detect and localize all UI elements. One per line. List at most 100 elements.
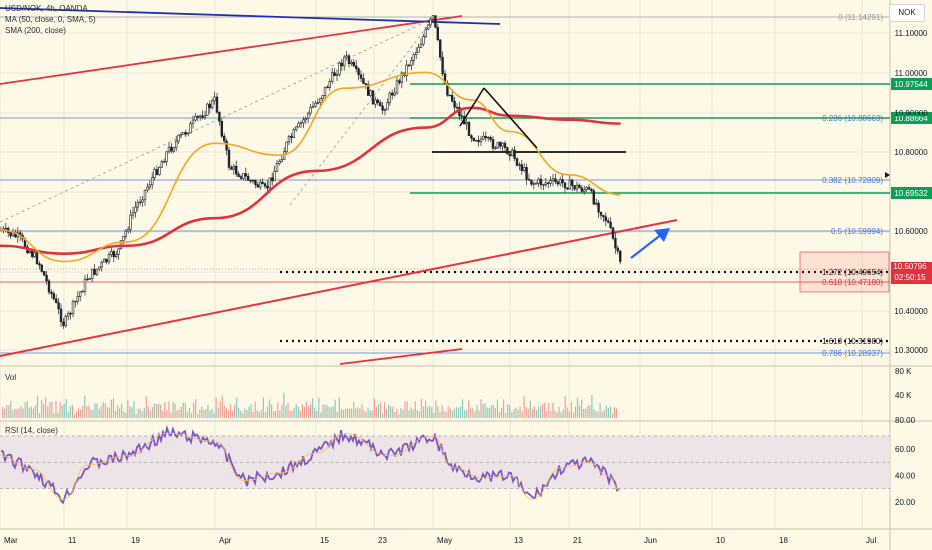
candle-body (419, 43, 423, 48)
candle-body (594, 202, 598, 205)
volume-bar (603, 409, 605, 418)
level-tag-bg (891, 187, 932, 199)
rsi-tick-label: 80.00 (895, 416, 916, 425)
price-tick-label: 11.10000 (895, 29, 928, 38)
candle-body (407, 64, 411, 67)
candle-body (38, 263, 41, 266)
volume-bar (125, 413, 127, 418)
volume-bar (178, 409, 180, 418)
volume-bar (326, 405, 328, 418)
legend-symbol[interactable]: USD/NOK, 4h, OANDA (5, 4, 88, 13)
time-tick-label: Jun (644, 536, 657, 545)
candle-body (575, 184, 579, 190)
volume-bar (396, 408, 398, 418)
volume-bar (268, 399, 271, 418)
volume-bars (2, 392, 618, 418)
candle-body (42, 271, 46, 276)
volume-bar (123, 411, 125, 418)
volume-bar (201, 406, 203, 418)
volume-bar (494, 408, 496, 418)
candle-body (163, 161, 166, 163)
volume-bar (195, 399, 197, 418)
price-axis[interactable]: 11.10000 11.00000 10.90000 10.80000 10.60000… (891, 29, 932, 507)
volume-bar (605, 405, 607, 418)
volume-bar (400, 408, 402, 418)
volume-bar (439, 412, 441, 418)
candle-body (146, 186, 149, 191)
pattern-line (459, 87, 485, 127)
volume-bar (229, 404, 232, 418)
time-axis[interactable]: Mar 11 19 Apr 15 23 May 13 21 Jun 10 18 Jul (4, 536, 876, 545)
volume-bar (344, 408, 347, 418)
fib-label: 0 (11.14291) (838, 13, 883, 22)
candle-body (81, 290, 84, 293)
candle-body (98, 266, 101, 270)
candle-body (62, 321, 65, 326)
candle-body (184, 132, 187, 135)
volume-bar (100, 406, 102, 418)
volume-bar (264, 412, 267, 418)
candle-body (306, 112, 310, 119)
time-tick-label: 23 (378, 536, 387, 545)
volume-bar (558, 406, 560, 418)
volume-bar (32, 408, 34, 418)
candle-body (525, 167, 528, 180)
candle-body (206, 103, 209, 116)
volume-bar (566, 407, 568, 418)
volume-bar (199, 409, 201, 418)
volume-bar (262, 397, 264, 418)
legend-ma50[interactable]: MA (50, close, 0, SMA, 5) (5, 15, 96, 24)
rsi-title[interactable]: RSI (14, close) (5, 426, 58, 435)
volume-bar (293, 407, 295, 418)
volume-bar (388, 404, 390, 418)
candle-body (532, 183, 536, 185)
volume-bar (10, 400, 12, 418)
volume-bar (297, 406, 299, 418)
channel-upper (0, 15, 463, 85)
volume-bar (129, 406, 131, 418)
volume-bar (318, 397, 320, 418)
candle-body (477, 140, 480, 143)
volume-bar (121, 403, 123, 418)
volume-bar (332, 406, 334, 418)
candle-body (110, 251, 113, 255)
volume-bar (359, 408, 361, 418)
volume-bar (431, 407, 433, 418)
volume-bar (248, 406, 250, 418)
candle-body (395, 80, 399, 94)
volume-bar (231, 411, 234, 418)
candle-body (369, 90, 372, 96)
volume-bar (102, 402, 104, 418)
volume-bar (353, 401, 355, 418)
volume-bar (455, 406, 457, 418)
volume-bar (12, 410, 14, 418)
horizontal-levels[interactable]: 0 (11.14291)0.236 (10.88663)0.382 (10.72… (0, 13, 932, 358)
volume-bar (466, 409, 468, 418)
candle-body (194, 116, 197, 121)
candle-body (530, 179, 533, 185)
fib-label: 1.618 (10.31980) (822, 337, 883, 346)
volume-bar (615, 408, 618, 418)
ascending-channel[interactable] (0, 7, 678, 365)
volume-bar (336, 411, 338, 418)
time-tick-label: 11 (68, 536, 77, 545)
currency-button[interactable]: NOK (889, 4, 925, 22)
candle-body (117, 248, 120, 255)
volume-bar (377, 404, 379, 418)
candle-body (244, 173, 247, 177)
volume-bar (53, 412, 55, 418)
candle-body (242, 173, 245, 179)
volume-bar (328, 406, 330, 418)
candle-body (107, 254, 111, 263)
volume-bar (277, 402, 279, 418)
candle-body (436, 26, 439, 41)
candle-body (359, 74, 363, 79)
volume-title[interactable]: Vol (5, 373, 17, 382)
candle-body (235, 165, 238, 175)
candle-body (450, 94, 454, 102)
price-tick-label: 11.00000 (895, 69, 928, 78)
volume-bar (570, 401, 572, 418)
legend-sma200[interactable]: SMA (200, close) (5, 26, 66, 35)
drawings[interactable] (0, 87, 890, 293)
